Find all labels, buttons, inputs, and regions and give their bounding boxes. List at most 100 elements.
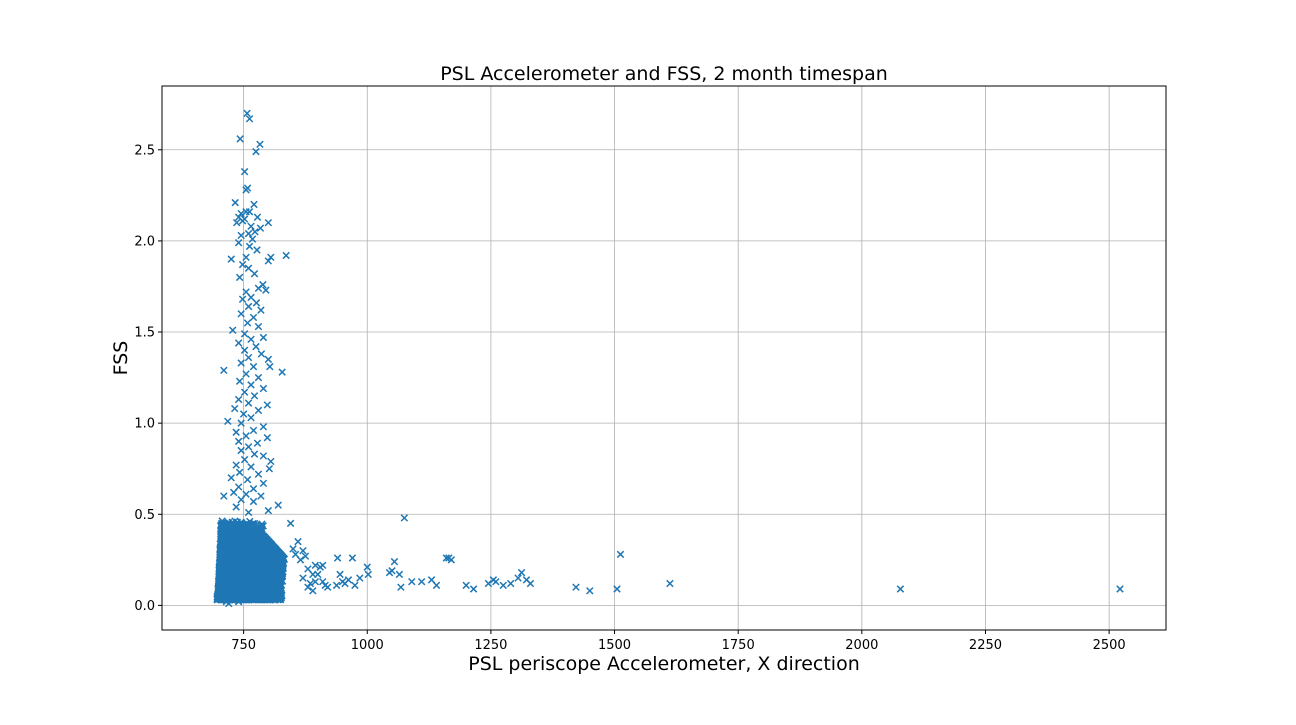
cluster-point bbox=[259, 588, 267, 597]
grid-layer bbox=[162, 86, 1166, 630]
cluster-point bbox=[238, 523, 247, 531]
points-layer bbox=[213, 109, 1124, 608]
data-point bbox=[442, 554, 451, 562]
data-point bbox=[263, 401, 272, 409]
data-point bbox=[244, 264, 253, 272]
data-point bbox=[253, 439, 262, 447]
data-point bbox=[264, 355, 273, 364]
x-tick-label: 1250 bbox=[474, 638, 507, 653]
data-point bbox=[336, 570, 344, 579]
data-point bbox=[230, 404, 239, 413]
plot-frame bbox=[161, 85, 1167, 631]
data-point bbox=[259, 333, 268, 342]
data-point bbox=[397, 583, 405, 591]
cluster-point bbox=[237, 537, 245, 546]
cluster-point bbox=[264, 568, 273, 577]
cluster-point bbox=[220, 521, 229, 530]
cluster-point bbox=[236, 572, 245, 580]
data-point bbox=[232, 503, 240, 511]
data-point bbox=[254, 470, 263, 478]
cluster-point bbox=[231, 581, 239, 590]
ticks-layer: 750 1000 1250 1500 1750 2000 2250 2500 0.0 0.5 1.0… bbox=[134, 143, 1125, 653]
data-point bbox=[417, 577, 426, 586]
data-point bbox=[351, 581, 359, 590]
cluster-point bbox=[224, 565, 232, 573]
data-point bbox=[309, 587, 317, 595]
data-point bbox=[319, 577, 327, 586]
data-point bbox=[666, 579, 674, 588]
data-point bbox=[245, 115, 254, 123]
cluster-point bbox=[244, 558, 253, 566]
data-point bbox=[896, 585, 905, 593]
data-point bbox=[250, 392, 259, 400]
data-point bbox=[234, 598, 243, 606]
data-point bbox=[259, 452, 268, 460]
data-point bbox=[240, 330, 249, 338]
data-point bbox=[243, 109, 251, 118]
data-point bbox=[244, 443, 253, 451]
cluster-point bbox=[263, 550, 271, 559]
data-point bbox=[220, 492, 228, 500]
data-point bbox=[254, 373, 263, 382]
cluster-point bbox=[245, 538, 254, 546]
data-point bbox=[301, 552, 310, 560]
data-point bbox=[492, 577, 500, 586]
cluster-point bbox=[215, 559, 224, 568]
data-point bbox=[262, 286, 270, 294]
cluster-point bbox=[258, 520, 266, 528]
data-point bbox=[244, 399, 253, 407]
data-point bbox=[390, 557, 399, 566]
data-point bbox=[236, 135, 244, 143]
data-point bbox=[291, 550, 300, 559]
data-point bbox=[514, 574, 522, 582]
data-point bbox=[299, 546, 307, 555]
cluster-point bbox=[276, 577, 285, 586]
data-point bbox=[242, 370, 250, 378]
cluster-point bbox=[231, 590, 239, 599]
data-point bbox=[314, 570, 322, 579]
cluster-point bbox=[251, 554, 259, 562]
data-point bbox=[274, 501, 282, 509]
data-point bbox=[341, 579, 349, 588]
data-point bbox=[234, 339, 243, 347]
data-point bbox=[232, 428, 240, 436]
cluster-point bbox=[249, 593, 258, 602]
cluster-point bbox=[241, 535, 250, 543]
data-point bbox=[244, 596, 253, 604]
cluster-point bbox=[220, 582, 228, 591]
y-tick-label: 0.0 bbox=[134, 599, 155, 614]
data-point bbox=[237, 419, 245, 427]
cluster-point bbox=[256, 560, 264, 569]
cluster-point bbox=[229, 550, 238, 558]
data-point bbox=[572, 583, 580, 591]
data-point bbox=[306, 579, 315, 588]
data-point bbox=[332, 581, 341, 590]
data-point bbox=[247, 413, 255, 422]
data-point bbox=[289, 545, 297, 553]
data-point bbox=[242, 253, 250, 262]
data-point bbox=[316, 563, 324, 571]
data-point bbox=[252, 299, 261, 307]
cluster-point bbox=[255, 570, 264, 579]
data-point bbox=[243, 319, 252, 327]
data-point bbox=[225, 599, 233, 608]
data-point bbox=[388, 567, 396, 575]
data-point bbox=[254, 322, 263, 331]
data-point bbox=[228, 326, 237, 334]
cluster-point bbox=[235, 549, 243, 557]
data-point bbox=[243, 475, 252, 484]
data-point bbox=[234, 238, 243, 247]
data-point bbox=[237, 446, 245, 455]
data-point bbox=[244, 302, 253, 311]
y-axis-label: FSS bbox=[110, 341, 132, 376]
data-point bbox=[245, 242, 254, 251]
cluster-point bbox=[218, 565, 227, 573]
cluster-point bbox=[274, 565, 282, 574]
data-point bbox=[237, 231, 245, 240]
data-point bbox=[247, 335, 255, 344]
data-point bbox=[232, 218, 241, 227]
data-point bbox=[400, 514, 409, 522]
cluster-point bbox=[275, 551, 283, 559]
data-point bbox=[616, 550, 625, 559]
